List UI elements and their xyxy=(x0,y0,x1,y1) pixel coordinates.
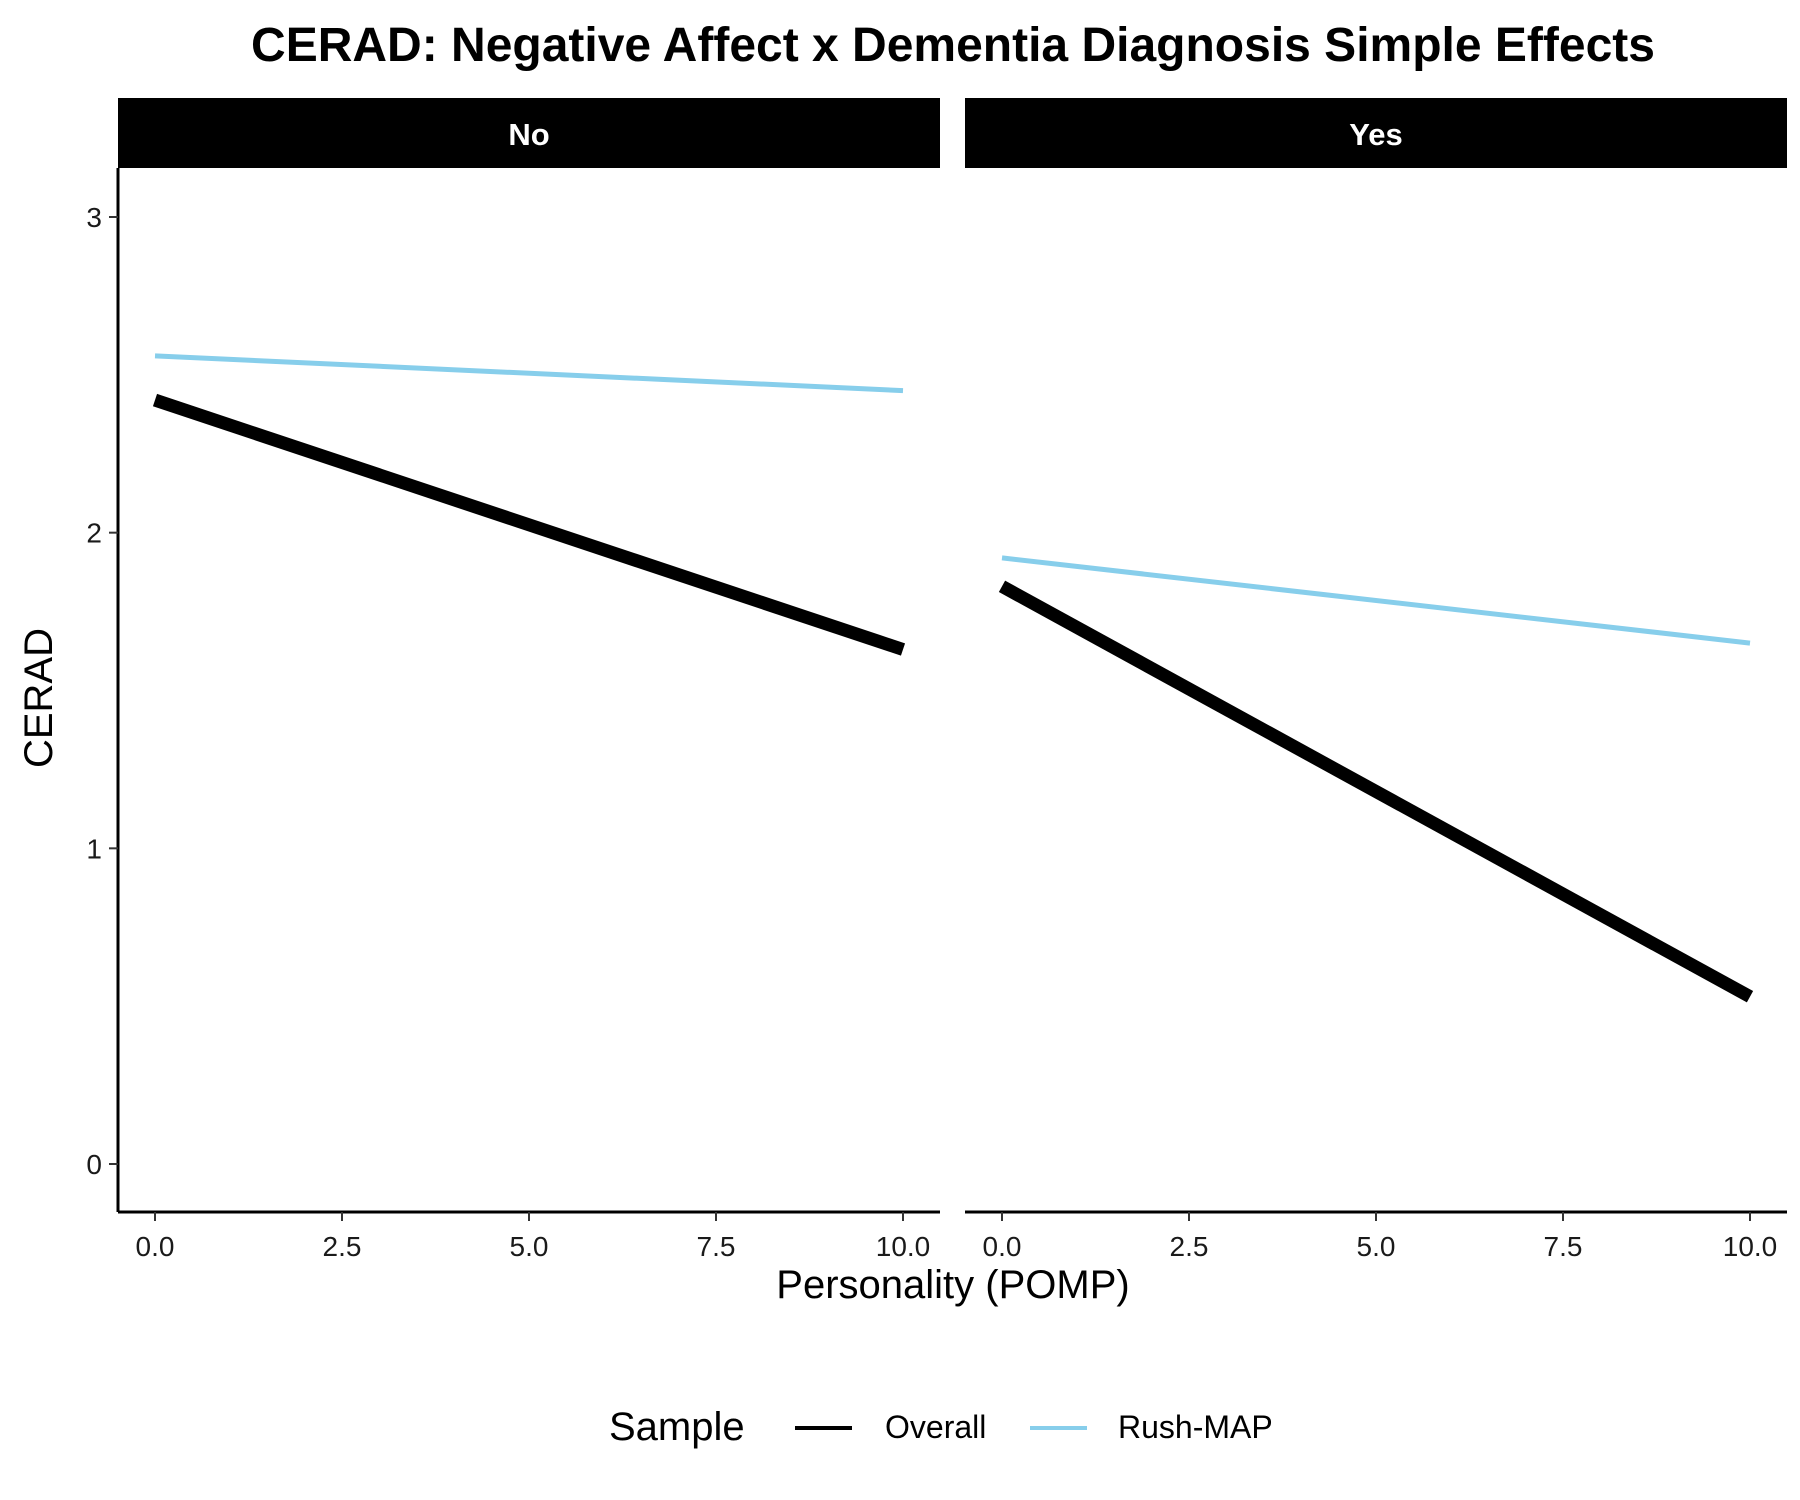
legend-label-overall: Overall xyxy=(885,1409,986,1445)
legend: Sample Overall Rush-MAP xyxy=(609,1405,1273,1449)
series-line-rush-map-yes xyxy=(1001,555,1751,646)
chart-title: CERAD: Negative Affect x Dementia Diagno… xyxy=(251,19,1655,72)
y-tick-label: 0 xyxy=(86,1149,102,1180)
legend-title: Sample xyxy=(609,1405,745,1449)
y-tick-label: 2 xyxy=(86,518,102,549)
x-tick-label-yes: 2.5 xyxy=(1170,1231,1209,1262)
series-line-overall-no xyxy=(152,393,906,656)
x-tick-label-no: 10.0 xyxy=(876,1231,931,1262)
x-tick-label-yes: 0.0 xyxy=(983,1231,1022,1262)
facet-strip-label-no: No xyxy=(508,117,549,152)
y-tick-label: 3 xyxy=(86,202,102,233)
x-tick-label-no: 0.0 xyxy=(136,1231,175,1262)
y-tick-label: 1 xyxy=(86,833,102,864)
facet-strip-label-yes: Yes xyxy=(1349,117,1402,152)
x-tick-label-yes: 5.0 xyxy=(1357,1231,1396,1262)
x-tick-label-no: 7.5 xyxy=(697,1231,736,1262)
facet-strip-no xyxy=(118,98,940,168)
panels-layer: No 0.0 2.5 5.0 7.5 10.0 0 1 2 3 Yes 0.0 2.5 5.0 7.5 10.… xyxy=(86,98,1787,1262)
series-line-overall-yes xyxy=(998,580,1754,1003)
legend-label-rush-map: Rush-MAP xyxy=(1118,1409,1273,1445)
facet-panel-yes: Yes 0.0 2.5 5.0 7.5 10.0 xyxy=(965,98,1787,1262)
facet-panel-no: No 0.0 2.5 5.0 7.5 10.0 0 1 2 3 xyxy=(86,98,940,1262)
x-tick-label-no: 5.0 xyxy=(510,1231,549,1262)
x-tick-label-yes: 10.0 xyxy=(1723,1231,1778,1262)
facet-strip-yes xyxy=(965,98,1787,168)
x-tick-label-no: 2.5 xyxy=(323,1231,362,1262)
x-tick-label-yes: 7.5 xyxy=(1544,1231,1583,1262)
x-axis-title: Personality (POMP) xyxy=(776,1263,1129,1307)
series-line-rush-map-no xyxy=(154,353,904,394)
y-axis-title: CERAD xyxy=(17,628,61,768)
